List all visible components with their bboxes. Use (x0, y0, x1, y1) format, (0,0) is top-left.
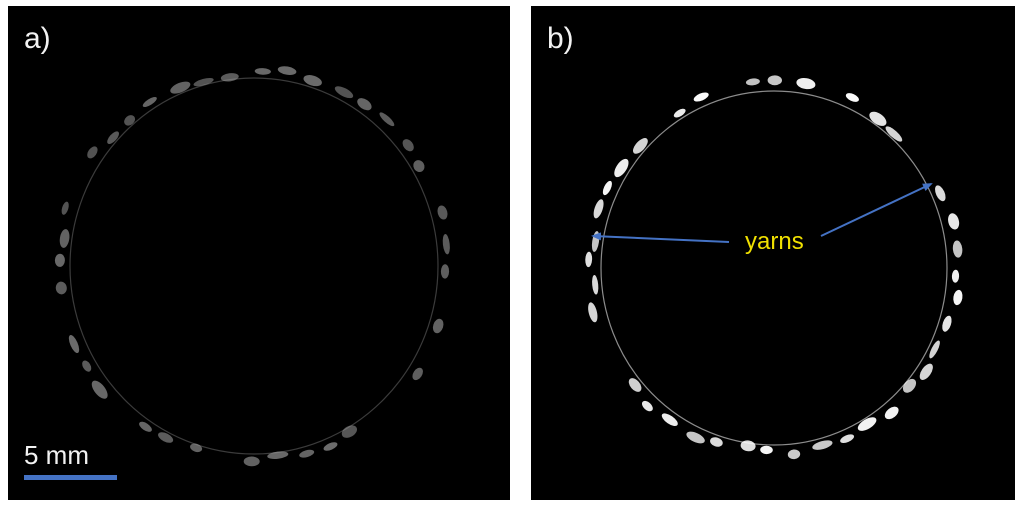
raw-yarn-section (440, 264, 450, 279)
segmented-yarn-section (760, 445, 773, 455)
panel-a-label: a) (24, 22, 51, 55)
segmented-yarn-section (884, 406, 899, 420)
raw-yarn-section (170, 81, 191, 94)
panel-a-raw-image: a) 5 mm (8, 6, 510, 500)
segmented-yarn-section (796, 78, 816, 90)
segmented-yarn-section (585, 251, 593, 268)
raw-yarn-section (190, 443, 203, 453)
segmented-yarn-section (767, 75, 782, 86)
arrow-right (820, 183, 933, 237)
segmented-yarn-section (953, 289, 963, 306)
scale-bar (24, 475, 117, 480)
segmented-yarn-section (857, 417, 877, 431)
raw-yarn-section (54, 253, 65, 267)
raw-yarn-section (61, 201, 69, 215)
arrow-left (591, 232, 730, 243)
raw-yarn-section (341, 425, 358, 438)
yarns-annotation-label: yarns (745, 228, 804, 255)
raw-yarn-section (437, 205, 448, 220)
raw-yarn-section (442, 234, 450, 255)
segmented-yarn-section (869, 111, 887, 126)
raw-yarn-section (413, 160, 425, 173)
raw-yarn-section (68, 334, 80, 354)
raw-yarn-section (124, 115, 136, 126)
raw-yarn-section (432, 318, 444, 334)
segmented-yarn-section (951, 269, 960, 283)
segmented-yarn-section (686, 431, 705, 444)
raw-yarn-section (142, 96, 157, 108)
raw-yarn-section (323, 442, 338, 451)
segmented-yarn-section (929, 340, 940, 359)
segmented-yarn-section (632, 138, 648, 154)
segmented-yarn-section (593, 199, 604, 219)
raw-yarn-section (82, 360, 92, 372)
raw-yarn-section (87, 146, 98, 159)
segmented-yarn-section (902, 378, 917, 393)
raw-yarn-section (267, 451, 289, 460)
segmented-yarn-section (840, 434, 855, 444)
raw-yarn-section (220, 73, 239, 82)
raw-yarn-section (357, 98, 372, 111)
segmented-yarn-section (693, 92, 709, 102)
segmented-yarn-section (845, 93, 859, 102)
raw-yarn-section (91, 380, 108, 399)
segmented-yarn-section (641, 400, 653, 412)
raw-yarn-section (193, 77, 214, 87)
segmented-ring-outline (600, 90, 948, 446)
raw-yarn-section (379, 112, 395, 127)
segmented-yarn-section (885, 126, 903, 142)
segmented-yarn-section (614, 158, 629, 178)
segmented-yarn-section (787, 449, 801, 460)
segmented-yarn-section (740, 440, 756, 452)
segmented-yarn-section (745, 78, 760, 86)
raw-yarn-section (55, 281, 67, 295)
raw-yarn-section (277, 66, 297, 75)
raw-yarn-section (107, 131, 119, 144)
raw-yarn-section (402, 139, 414, 152)
panel-b-label: b) (547, 22, 574, 55)
segmented-yarn-section (673, 108, 686, 118)
segmented-yarn-section (812, 440, 833, 450)
segmented-yarn-section (919, 363, 933, 380)
scale-bar-label: 5 mm (24, 440, 89, 470)
segmented-yarn-section (948, 213, 960, 230)
raw-yarn-section (412, 367, 423, 381)
segmented-yarn-section (710, 437, 723, 447)
raw-yarn-section (139, 421, 152, 432)
raw-yarn-section (59, 229, 70, 248)
raw-yarn-section (254, 68, 271, 75)
segmented-yarn-section (592, 275, 599, 295)
segmented-yarn-section (952, 240, 963, 258)
segmented-ring-image (585, 75, 963, 460)
raw-ring-outline (69, 77, 439, 455)
raw-yarn-section (303, 75, 322, 87)
raw-ring-image (54, 66, 450, 467)
panel-b-segmented-image: b) yarns (531, 6, 1015, 500)
raw-yarn-section (334, 86, 354, 99)
segmented-yarn-section (661, 413, 678, 426)
raw-yarn-section (158, 432, 174, 443)
segmented-yarn-section (935, 185, 946, 202)
segmented-yarn-section (628, 378, 642, 392)
raw-yarn-section (243, 456, 260, 467)
segmented-yarn-section (591, 231, 600, 252)
segmented-yarn-section (942, 315, 952, 332)
raw-yarn-section (299, 449, 315, 458)
segmented-yarn-section (588, 302, 598, 323)
segmented-yarn-section (602, 180, 612, 196)
